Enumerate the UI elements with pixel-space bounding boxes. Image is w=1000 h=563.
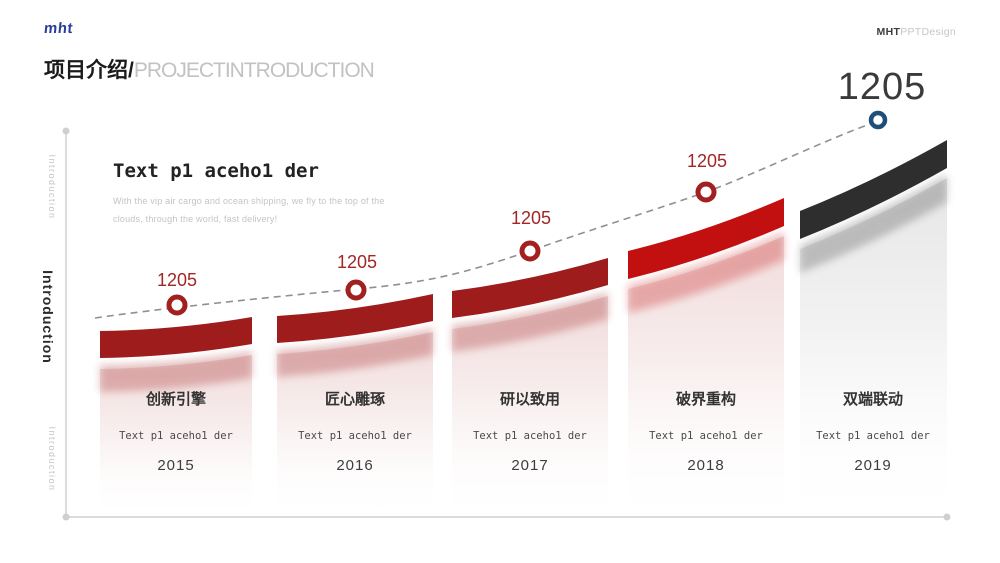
marker-2019 <box>868 110 888 130</box>
marker-2016 <box>345 279 367 301</box>
column-subtext: Text p1 aceho1 der <box>649 430 763 442</box>
column-subtext: Text p1 aceho1 der <box>298 430 412 442</box>
brand-text: MHTPPTDesign <box>877 26 956 38</box>
column-subtext: Text p1 aceho1 der <box>473 430 587 442</box>
column-title: 破界重构 <box>675 391 736 408</box>
value-label-2015: 1205 <box>156 270 198 290</box>
column-bg-2016 <box>277 332 433 517</box>
column-year: 2015 <box>157 457 195 474</box>
axis-dot-top <box>62 127 70 135</box>
brand-suffix: PPTDesign <box>900 26 956 38</box>
axis-dot-corner <box>62 513 70 521</box>
value-label-2018: 1205 <box>686 151 728 171</box>
intro-body: With the vip air cargo and ocean shippin… <box>113 196 385 224</box>
column-title: 匠心雕琢 <box>324 391 385 408</box>
marker-2017 <box>519 240 541 262</box>
axis-dot-right <box>943 513 951 521</box>
band-2015 <box>100 317 252 358</box>
column-title: 创新引擎 <box>145 391 206 408</box>
intro-heading: Text p1 aceho1 der <box>113 160 319 182</box>
marker-2015 <box>166 294 188 316</box>
column-year: 2016 <box>336 457 374 474</box>
column-year: 2019 <box>854 457 892 474</box>
value-label-2017: 1205 <box>510 208 552 228</box>
value-label-2016: 1205 <box>336 252 378 272</box>
column-subtext: Text p1 aceho1 der <box>816 430 930 442</box>
column-bg-2018 <box>628 236 784 517</box>
page-title-cn: 项目介绍/ <box>44 59 134 82</box>
column-bg-2015 <box>100 355 252 517</box>
column-title: 双端联动 <box>842 391 903 408</box>
page-title-en: PROJECTINTRODUCTION <box>133 59 375 82</box>
column-bg-2017 <box>452 296 608 517</box>
page-title: 项目介绍/PROJECTINTRODUCTION <box>44 54 375 84</box>
column-subtext: Text p1 aceho1 der <box>119 430 233 442</box>
value-label-2019: 1205 <box>837 66 927 108</box>
column-year: 2018 <box>687 457 725 474</box>
column-title: 研以致用 <box>499 391 560 408</box>
column-year: 2017 <box>511 457 549 474</box>
column-bg-2019 <box>800 178 947 517</box>
marker-2018 <box>695 181 717 203</box>
brand-name: MHT <box>876 26 901 38</box>
